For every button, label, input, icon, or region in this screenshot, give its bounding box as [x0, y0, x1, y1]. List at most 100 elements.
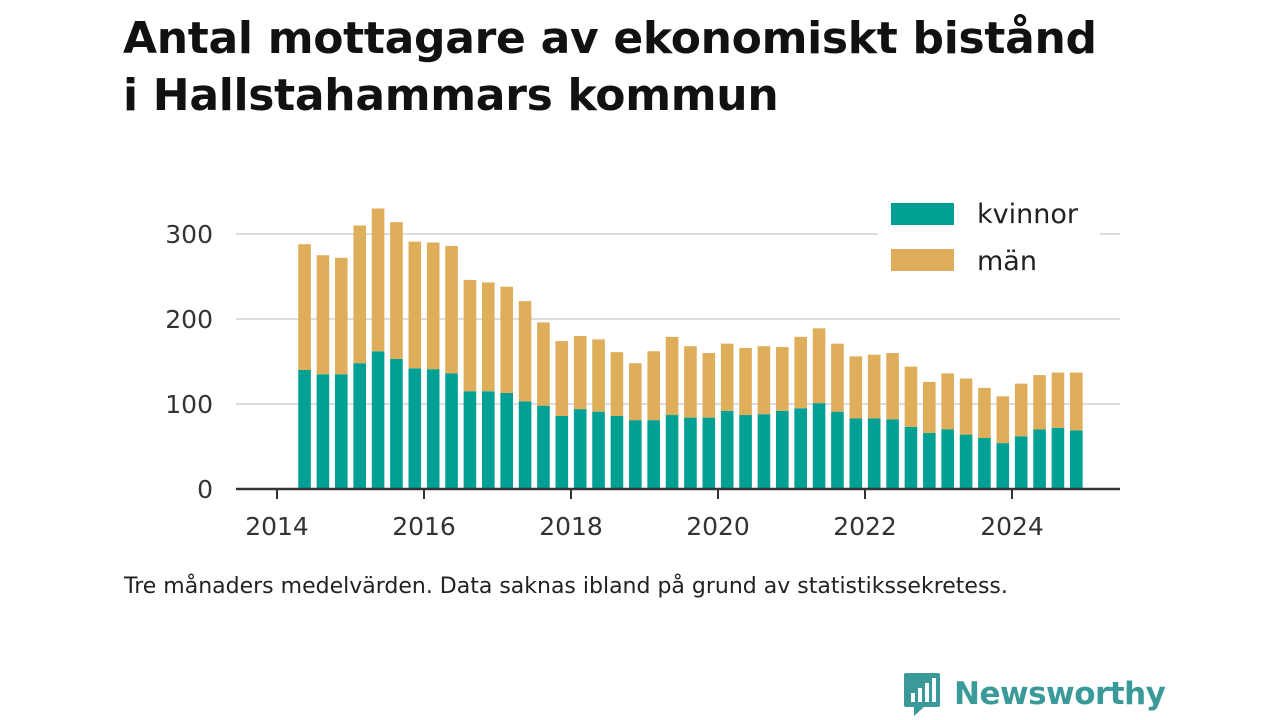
bar-kvinnor — [298, 370, 311, 489]
x-tick-label: 2018 — [539, 512, 603, 541]
bar-man — [353, 225, 366, 364]
chart-title-line-1: Antal mottagare av ekonomiskt bistånd — [123, 13, 1097, 64]
bar-man — [390, 222, 403, 359]
bar-kvinnor — [886, 419, 899, 489]
bar-man — [739, 347, 752, 416]
chart-title: Antal mottagare av ekonomiskt bistånd i … — [123, 10, 1223, 124]
bar-kvinnor — [812, 403, 826, 489]
bar-kvinnor — [573, 409, 587, 489]
bar-kvinnor — [500, 392, 513, 489]
bar-kvinnor — [794, 408, 807, 489]
bar-man — [518, 301, 532, 402]
bar-man — [537, 322, 550, 406]
bar-kvinnor — [1051, 427, 1065, 489]
bar-man — [500, 286, 513, 393]
bar-kvinnor — [849, 418, 863, 489]
bar-kvinnor — [408, 368, 422, 489]
bar-kvinnor — [684, 417, 697, 489]
bar-kvinnor — [720, 410, 734, 489]
y-tick-label: 200 — [165, 305, 213, 334]
bars — [298, 208, 1083, 489]
bar-kvinnor — [867, 418, 881, 489]
bar-kvinnor — [757, 414, 771, 489]
chart-title-line-2: i Hallstahammars kommun — [123, 70, 779, 121]
bar-man — [371, 208, 385, 352]
bar-man — [978, 387, 991, 438]
bar-kvinnor — [353, 363, 366, 489]
y-tick-label: 300 — [165, 220, 213, 249]
bar-man — [316, 255, 330, 375]
bar-man — [665, 336, 679, 416]
bar-man — [867, 354, 881, 419]
bar-man — [629, 363, 642, 421]
bar-man — [831, 343, 844, 412]
bar-kvinnor — [629, 420, 642, 489]
bar-kvinnor — [665, 415, 679, 489]
bar-kvinnor — [996, 443, 1010, 489]
bar-kvinnor — [371, 351, 385, 489]
chart-caption: Tre månaders medelvärden. Data saknas ib… — [124, 574, 1008, 599]
bar-man — [426, 242, 440, 370]
bar-kvinnor — [647, 420, 660, 489]
bar-kvinnor — [316, 374, 330, 489]
bar-man — [1070, 372, 1083, 431]
bar-man — [482, 282, 495, 392]
bar-man — [573, 336, 587, 410]
bar-kvinnor — [978, 438, 991, 489]
x-tick-label: 2016 — [392, 512, 456, 541]
y-tick-label: 100 — [165, 390, 213, 419]
bar-kvinnor — [610, 415, 624, 489]
legend-label-man: män — [977, 246, 1037, 277]
newsworthy-logo-icon — [904, 673, 940, 716]
bar-kvinnor — [463, 391, 477, 489]
bar-man — [904, 366, 918, 427]
bar-kvinnor — [941, 429, 954, 489]
x-tick-label: 2022 — [833, 512, 897, 541]
bar-man — [408, 241, 422, 369]
bar-kvinnor — [426, 369, 440, 489]
x-tick-label: 2024 — [980, 512, 1044, 541]
bar-man — [941, 373, 954, 430]
bar-man — [812, 328, 826, 404]
legend-swatch-kvinnor — [891, 203, 954, 225]
bar-man — [757, 346, 771, 415]
y-axis-ticks: 0 100 200 300 — [165, 220, 213, 504]
bar-man — [1033, 375, 1046, 430]
x-axis: 2014 2016 2018 2020 2022 2024 — [236, 487, 1120, 541]
bar-man — [794, 336, 807, 409]
bar-man — [776, 347, 789, 411]
bar-kvinnor — [904, 426, 918, 489]
bar-kvinnor — [482, 391, 495, 489]
x-tick-label: 2014 — [245, 512, 309, 541]
bar-man — [445, 245, 458, 374]
legend-swatch-man — [891, 249, 954, 271]
bar-kvinnor — [592, 411, 605, 489]
bar-man — [610, 352, 624, 416]
bar-man — [996, 396, 1010, 444]
bar-kvinnor — [1014, 436, 1028, 489]
bar-man — [720, 343, 734, 411]
y-tick-label: 0 — [197, 475, 213, 504]
brand-logo: Newsworthy — [902, 670, 1166, 718]
brand-name: Newsworthy — [954, 676, 1166, 712]
legend-label-kvinnor: kvinnor — [977, 199, 1079, 230]
bar-man — [647, 351, 660, 421]
bar-kvinnor — [537, 405, 550, 489]
stacked-bar-chart: 0 100 200 300 2014 2016 2018 2020 2022 2024 kvin… — [165, 192, 1120, 541]
bar-man — [702, 353, 716, 418]
legend: kvinnor män — [878, 192, 1100, 292]
bar-kvinnor — [776, 410, 789, 489]
bar-kvinnor — [1033, 429, 1046, 489]
x-tick-label: 2020 — [686, 512, 750, 541]
bar-kvinnor — [445, 373, 458, 489]
bar-kvinnor — [831, 411, 844, 489]
bar-man — [1051, 372, 1065, 428]
bar-kvinnor — [702, 417, 716, 489]
bar-man — [555, 341, 569, 416]
bar-man — [959, 378, 973, 435]
bar-man — [1014, 383, 1028, 437]
bar-kvinnor — [555, 415, 569, 489]
bar-man — [886, 353, 899, 420]
bar-man — [849, 356, 863, 419]
bar-kvinnor — [390, 358, 403, 489]
